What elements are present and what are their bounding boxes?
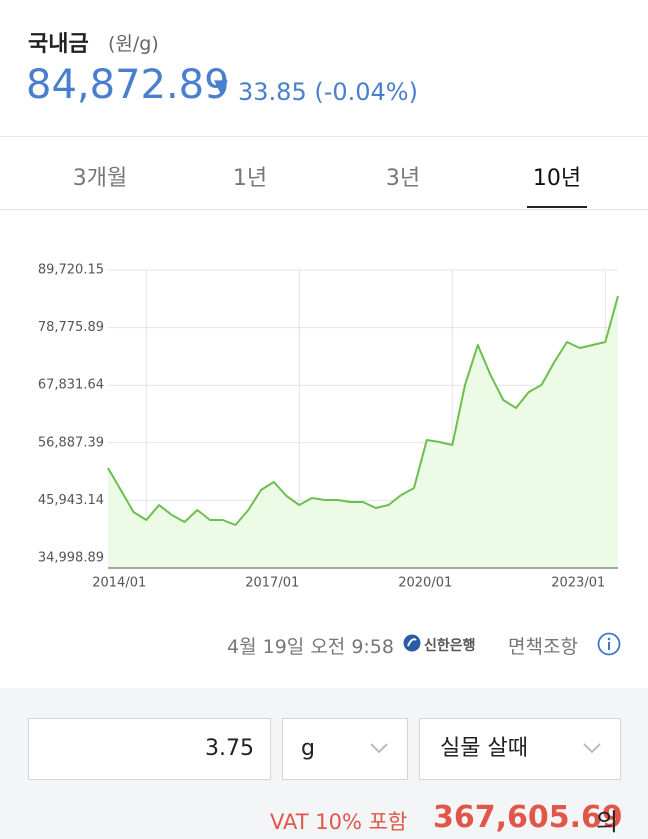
x-tick-label: 2020/01 <box>398 576 452 591</box>
area <box>108 296 618 568</box>
y-tick-label: 56,887.39 <box>38 435 104 450</box>
x-tick-label: 2014/01 <box>92 576 146 591</box>
mode-select[interactable]: 실물 살때 <box>419 718 621 780</box>
info-icon[interactable] <box>597 632 621 656</box>
y-tick-label: 78,775.89 <box>38 320 104 335</box>
bank-logo <box>403 634 421 652</box>
vat-label: VAT 10% 포함 <box>270 810 408 834</box>
tab[interactable]: 1년 <box>232 166 268 191</box>
quantity: 3.75 <box>205 736 254 761</box>
change-arrow: ▼ <box>214 76 228 97</box>
tab[interactable]: 10년 <box>532 166 582 191</box>
total-price: 367,605.69 <box>433 800 623 835</box>
unit-select[interactable]: g <box>282 718 408 780</box>
y-tick-label: 89,720.15 <box>38 263 104 278</box>
title: 국내금 <box>28 32 89 57</box>
line <box>107 295 619 526</box>
tab[interactable]: 3개월 <box>72 166 128 191</box>
timestamp: 4월 19일 오전 9:58 <box>227 636 394 658</box>
x-tick-label: 2017/01 <box>245 576 299 591</box>
divider <box>0 209 648 210</box>
y-tick-label: 34,998.89 <box>38 551 104 566</box>
price: 84,872.89 <box>26 62 230 108</box>
tab-underline <box>527 206 587 208</box>
divider <box>0 136 648 137</box>
suffix: 의 <box>596 808 619 836</box>
y-tick-label: 45,943.14 <box>38 493 104 508</box>
bank-name: 신한은행 <box>424 638 476 654</box>
chart: 34,998.89 45,943.14 56,887.39 67,831.64 78,7… <box>38 263 619 591</box>
quantity-input[interactable]: 3.75 <box>28 718 271 780</box>
tab[interactable]: 3년 <box>385 166 421 191</box>
price-change: 33.85 (-0.04%) <box>238 78 418 106</box>
disclaimer-link[interactable]: 면책조항 <box>508 636 578 658</box>
chevron <box>370 743 388 754</box>
unit-value: g <box>301 736 315 761</box>
x-tick-label: 2023/01 <box>551 576 605 591</box>
mode-value: 실물 살때 <box>440 736 528 761</box>
unit: (원/g) <box>108 33 159 55</box>
y-tick-label: 67,831.64 <box>38 378 104 393</box>
chevron <box>583 743 601 754</box>
